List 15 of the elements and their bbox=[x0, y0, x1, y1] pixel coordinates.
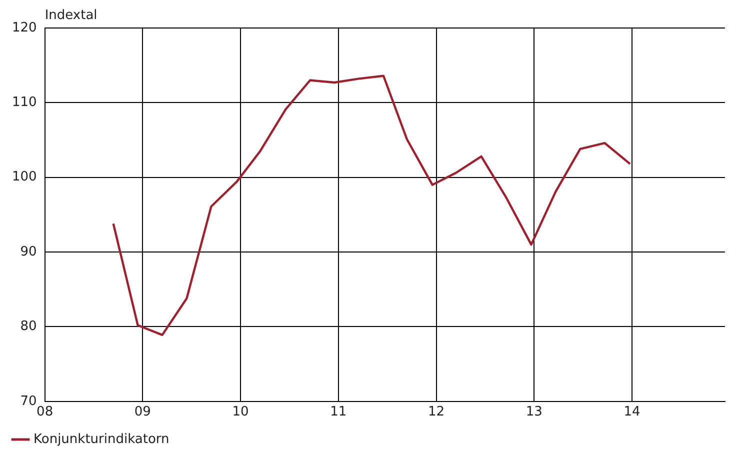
x-tick-label: 11 bbox=[330, 404, 347, 420]
x-tick-label: 10 bbox=[232, 404, 249, 420]
y-tick-label: 100 bbox=[12, 170, 37, 185]
y-tick-label: 90 bbox=[20, 244, 37, 260]
x-tick-label: 09 bbox=[134, 404, 151, 420]
y-tick-label: 120 bbox=[12, 20, 37, 36]
y-tick-label: 110 bbox=[12, 95, 37, 110]
x-tick-label: 08 bbox=[36, 404, 54, 420]
x-tick-label: 12 bbox=[428, 404, 445, 420]
x-tick-label: 14 bbox=[624, 404, 640, 420]
legend-label: Konjunkturindikatorn bbox=[34, 432, 170, 447]
y-axis-title: Indextal bbox=[44, 8, 98, 23]
x-tick-label: 13 bbox=[526, 404, 542, 420]
y-tick-label: 80 bbox=[20, 319, 37, 334]
y-tick-label: 70 bbox=[20, 394, 37, 409]
